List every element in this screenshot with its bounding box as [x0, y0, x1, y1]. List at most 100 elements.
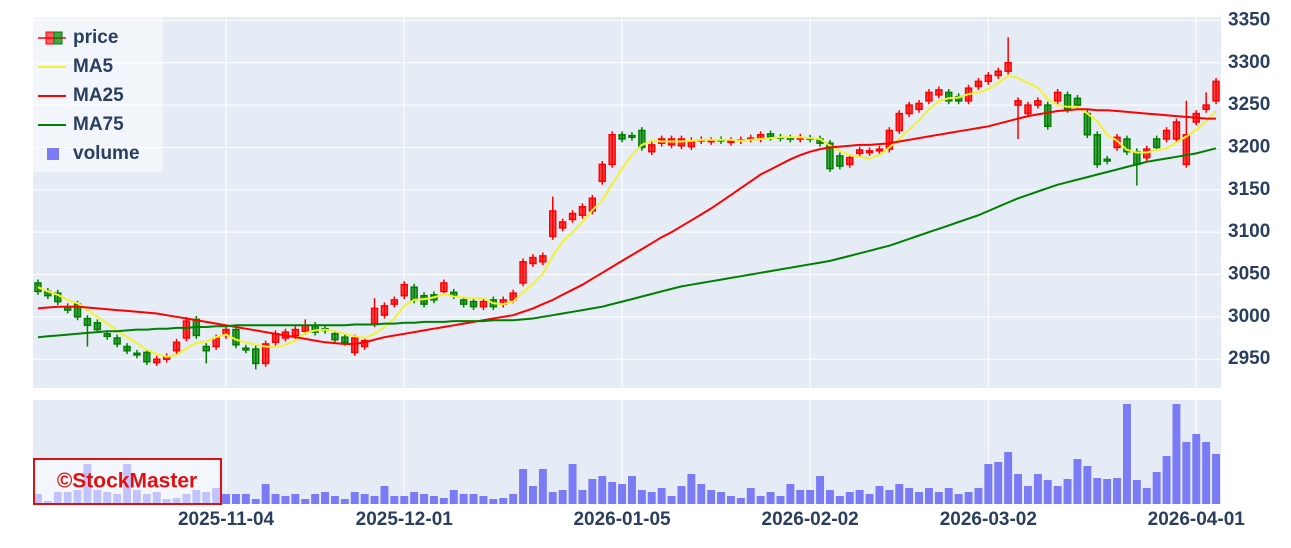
candle-body: [1004, 61, 1012, 72]
candle-body: [370, 307, 379, 325]
candle-body: [93, 322, 102, 331]
candle-body: [905, 104, 913, 115]
volume-bar: [924, 488, 933, 504]
volume-bar: [261, 484, 270, 504]
candle-body: [539, 255, 547, 263]
volume-bar: [1182, 442, 1191, 504]
volume-bar: [429, 496, 438, 504]
volume-bar: [637, 490, 646, 504]
legend-label[interactable]: MA75: [73, 114, 124, 135]
x-tick-label: 2026-04-01: [1148, 509, 1246, 530]
volume-bar: [677, 486, 686, 504]
volume-bar: [340, 499, 349, 504]
volume-bar: [241, 494, 250, 504]
volume-bar: [726, 496, 735, 504]
volume-bar: [1192, 434, 1201, 504]
volume-bar: [499, 498, 508, 504]
candle-body: [1024, 104, 1032, 115]
volume-bar: [885, 490, 894, 504]
watermark-box: [33, 458, 222, 505]
candle-body: [123, 345, 131, 352]
candle-body: [865, 150, 874, 154]
volume-bar: [1103, 479, 1112, 504]
volume-bar: [588, 479, 597, 504]
ma-line: [37, 74, 1217, 358]
watermark: ©StockMaster: [57, 470, 197, 493]
candle-body: [855, 149, 864, 155]
volume-bar: [479, 496, 488, 504]
volume-bar: [825, 490, 834, 504]
volume-plot-area: [33, 400, 1221, 504]
legend-label[interactable]: MA25: [73, 85, 124, 106]
volume-bar: [1212, 454, 1221, 504]
legend-label[interactable]: MA5: [73, 56, 114, 77]
candle-body: [1212, 80, 1220, 102]
legend-label[interactable]: price: [73, 27, 118, 48]
y-tick-label: 3250: [1228, 94, 1270, 115]
volume-bar: [1014, 474, 1023, 504]
candle-body: [945, 91, 953, 102]
candle-body: [875, 148, 884, 152]
volume-bar: [717, 492, 726, 504]
volume-bar: [1073, 459, 1082, 504]
candle-body: [994, 70, 1002, 77]
volume-bar: [845, 492, 854, 504]
volume-bar: [1023, 486, 1032, 504]
volume-bar: [766, 492, 775, 504]
candle-body: [648, 144, 656, 153]
candle-body: [529, 256, 537, 265]
candle-body: [400, 283, 408, 297]
volume-bar: [1162, 456, 1171, 504]
candle-body: [598, 163, 606, 183]
legend-label[interactable]: volume: [73, 143, 140, 164]
volume-bar: [528, 486, 537, 504]
x-tick-label: 2026-01-05: [573, 509, 671, 530]
candle-body: [935, 89, 943, 96]
candle-body: [826, 142, 834, 170]
volume-bar: [380, 486, 389, 504]
volume-bar: [687, 474, 696, 504]
candle-body: [252, 348, 260, 365]
candle-body: [895, 112, 903, 132]
volume-bar: [598, 476, 607, 504]
volume-bar: [915, 492, 924, 504]
volume-bar: [370, 496, 379, 504]
volume-bar: [796, 490, 805, 504]
volume-bar: [1033, 474, 1042, 504]
candle-body: [469, 300, 478, 308]
volume-bar: [489, 499, 498, 504]
candle-body: [479, 300, 488, 308]
candle-body: [1182, 133, 1191, 166]
y-tick-label: 3050: [1228, 264, 1270, 285]
volume-bar: [420, 494, 429, 504]
volume-bar: [954, 494, 963, 504]
volume-bar: [558, 490, 567, 504]
candle-body: [638, 129, 646, 149]
volume-bar: [1172, 404, 1181, 504]
candle-body: [232, 328, 240, 346]
candle-body: [212, 337, 220, 348]
candle-body: [390, 299, 399, 305]
y-tick-label: 3200: [1228, 136, 1270, 157]
volume-bar: [756, 496, 765, 504]
x-tick-label: 2025-11-04: [178, 509, 275, 530]
volume-bar: [736, 498, 745, 504]
volume-bar: [786, 484, 795, 504]
candle-body: [846, 156, 854, 166]
volume-bar: [875, 486, 884, 504]
candle-body: [1152, 138, 1161, 149]
volume-bar: [291, 494, 300, 504]
volume-bar: [231, 494, 240, 504]
candle-body: [261, 343, 270, 365]
volume-bar: [667, 496, 676, 504]
volume-bar: [895, 484, 904, 504]
x-tick-label: 2025-12-01: [356, 509, 454, 530]
y-tick-label: 3350: [1228, 9, 1270, 30]
candle-body: [351, 337, 359, 354]
candle-body: [1044, 104, 1052, 128]
volume-bar: [519, 469, 528, 504]
volume-bar: [1093, 478, 1102, 504]
x-tick-label: 2026-02-02: [762, 509, 859, 530]
volume-bar: [974, 488, 983, 504]
